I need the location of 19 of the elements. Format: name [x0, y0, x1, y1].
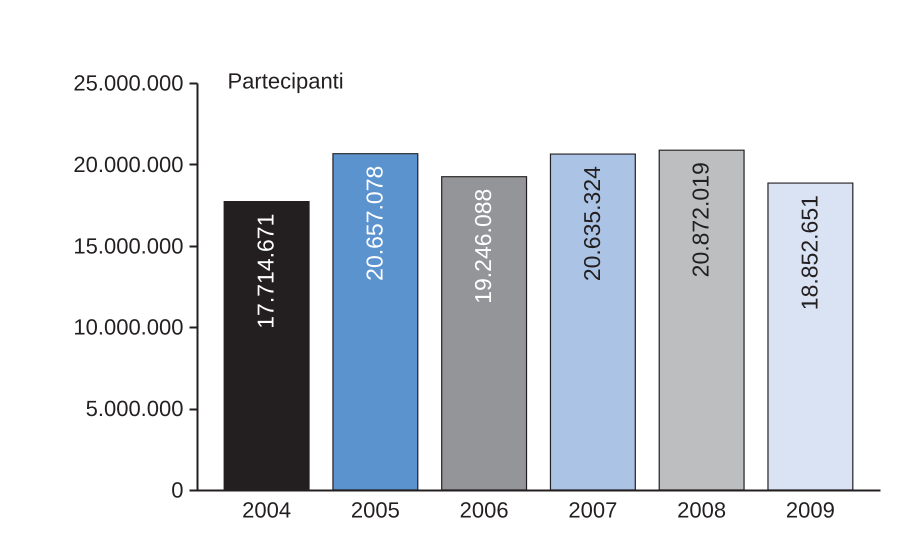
y-tick-label: 5.000.000	[86, 396, 184, 422]
data-label: 20.657.078	[361, 166, 388, 281]
y-tick-label: 10.000.000	[73, 314, 184, 340]
x-tick-label: 2005	[350, 498, 400, 522]
x-tick-label: 2004	[242, 498, 292, 522]
data-label: 17.714.671	[252, 214, 279, 329]
y-tick-label: 0	[171, 478, 184, 502]
y-axis-title: Partecipanti	[228, 68, 344, 94]
data-label: 20.872.019	[688, 162, 714, 278]
y-tick-label: 25.000.000	[73, 70, 184, 96]
x-tick-label: 2007	[568, 498, 618, 522]
data-label: 18.852.651	[796, 195, 822, 310]
y-tick-label: 20.000.000	[73, 152, 184, 177]
x-tick-label: 2008	[677, 498, 726, 522]
y-tick-label: 15.000.000	[73, 233, 184, 258]
data-label: 20.635.324	[578, 166, 605, 282]
x-tick-label: 2009	[786, 498, 835, 522]
x-tick-label: 2006	[460, 498, 509, 522]
data-label: 19.246.088	[470, 188, 496, 304]
